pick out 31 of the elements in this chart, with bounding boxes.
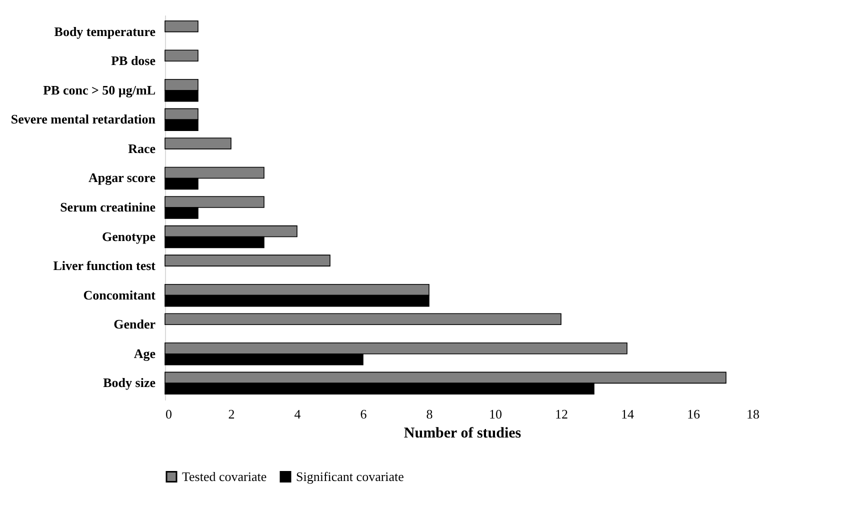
x-tick-label: 0 (166, 406, 172, 422)
x-axis-title: Number of studies (404, 426, 522, 442)
y-tick-label: Body size (103, 375, 156, 390)
y-tick-label: Severe mental retardation (10, 112, 156, 127)
y-tick-label: PB dose (111, 53, 156, 68)
legend-label: Significant covariate (296, 468, 404, 484)
bar (164, 313, 562, 326)
bar (164, 138, 232, 150)
y-tick-label: Concomitant (83, 287, 156, 302)
x-tick-label: 4 (294, 406, 302, 422)
legend-label: Tested covariate (182, 468, 267, 484)
bar (164, 254, 330, 266)
y-tick-label: Gender (114, 316, 156, 332)
y-tick-label: Apgar score (88, 170, 156, 186)
y-tick-label: Age (134, 346, 156, 361)
x-tick-label: 6 (360, 406, 368, 422)
y-tick-label: Race (128, 140, 156, 156)
x-tick-label: 2 (228, 406, 235, 422)
bar (164, 50, 198, 62)
bar (164, 20, 198, 32)
x-tick-label: 8 (426, 406, 433, 422)
y-tick-label: PB conc > 50 µg/mL (43, 82, 156, 98)
y-tick-label: Liver function test (53, 258, 156, 274)
y-tick-label: Body temperature (54, 24, 156, 39)
y-tick-label: Genotype (102, 228, 156, 244)
x-tick-label: 12 (555, 406, 568, 422)
x-tick-label: 14 (621, 406, 634, 422)
x-tick-label: 10 (489, 406, 502, 422)
x-tick-label: 16 (687, 406, 700, 422)
x-tick-label: 18 (746, 406, 760, 422)
y-tick-label: Serum creatinine (60, 200, 156, 214)
